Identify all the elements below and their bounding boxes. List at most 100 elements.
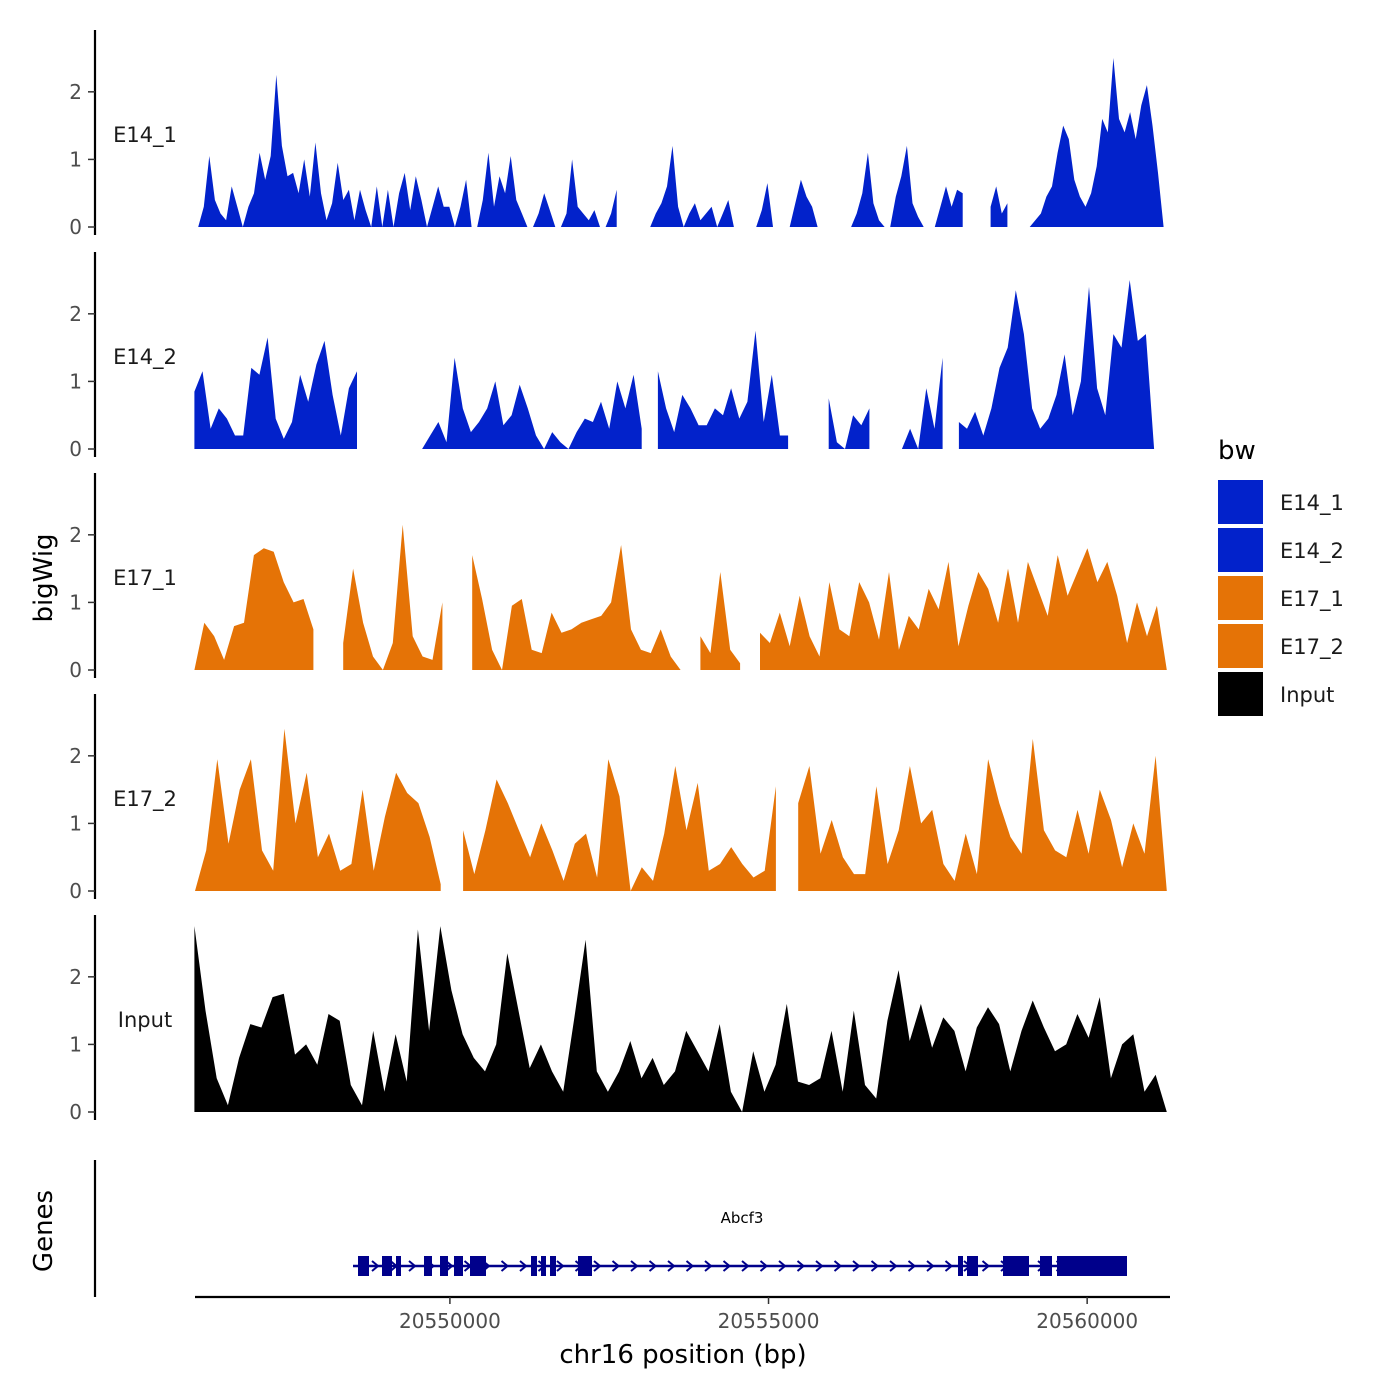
track-label: E14_1 (113, 123, 177, 148)
coverage-area (194, 337, 357, 449)
gene-strand-arrow (593, 1260, 602, 1272)
y-tick-label: 0 (69, 215, 82, 239)
coverage-area (194, 926, 1167, 1112)
coverage-area (472, 545, 681, 670)
gene-strand-arrow (1074, 1260, 1083, 1272)
track-e14-2: 0 1 2 E14_2 (69, 252, 1155, 461)
gene-exon (470, 1256, 486, 1276)
coverage-area (798, 738, 1167, 891)
coverage-area (657, 330, 789, 449)
track-e17-2: 0 1 2 E17_2 (69, 694, 1167, 903)
gene-strand-arrow (574, 1260, 584, 1272)
gene-strand-arrow (815, 1260, 824, 1272)
coverage-area (644, 145, 963, 227)
x-tick-label: 20560000 (1036, 1309, 1138, 1333)
track-label: E17_2 (113, 787, 177, 812)
gene-strand-arrow (1018, 1260, 1028, 1272)
gene-strand-arrow (759, 1260, 769, 1272)
x-tick-label: 20555000 (718, 1309, 820, 1333)
gene-strand-arrow (500, 1260, 510, 1272)
gene-exon (550, 1256, 556, 1276)
gene-strand-arrow (833, 1260, 843, 1272)
gene-exon (454, 1256, 463, 1276)
gene-strand-arrow (611, 1260, 621, 1272)
gene-strand-arrow (1055, 1260, 1065, 1272)
gene-strand-arrow (1000, 1260, 1009, 1272)
legend-label: E14_2 (1280, 539, 1344, 564)
gene-strand-arrow (870, 1260, 880, 1272)
track-label: Input (118, 1008, 172, 1032)
y-tick-label: 0 (69, 1100, 82, 1124)
gene-strand-arrow (907, 1260, 917, 1272)
gene-strand-arrow (408, 1260, 417, 1272)
legend-swatch (1218, 480, 1263, 524)
gene-name: Abcf3 (721, 1209, 764, 1227)
gene-strand-arrow (1111, 1260, 1120, 1272)
legend-swatch (1218, 672, 1263, 716)
y-tick-label: 1 (69, 590, 82, 614)
legend-label: E14_1 (1280, 491, 1344, 516)
gene-strand-arrow (1037, 1260, 1046, 1272)
coverage-area (901, 357, 943, 449)
y-tick-label: 2 (69, 80, 82, 104)
coverage-area (828, 398, 870, 449)
coverage-area (198, 74, 617, 228)
legend-swatch (1218, 624, 1263, 668)
gene-strand-arrow (981, 1260, 991, 1272)
gene-strand-arrow (667, 1260, 676, 1272)
gene-strand-arrow (1092, 1260, 1102, 1272)
gene-exon (958, 1256, 963, 1276)
gene-strand-arrow (889, 1260, 898, 1272)
gene-strand-arrow (482, 1260, 491, 1272)
legend-swatch (1218, 576, 1263, 620)
y-tick-label: 1 (69, 1032, 82, 1056)
gene-exon (424, 1256, 432, 1276)
y-tick-label: 2 (69, 744, 82, 768)
coverage-area (414, 357, 642, 449)
gene-exon (396, 1256, 401, 1276)
coverage-area (760, 548, 1167, 670)
y-tick-label: 0 (69, 879, 82, 903)
gene-strand-arrow (796, 1260, 806, 1272)
gene-strand-arrow (371, 1260, 380, 1272)
gene-strand-arrow (926, 1260, 935, 1272)
tracks: 0 1 2 E14_1 0 1 2 E14_2 0 1 2 E17_1 0 1 2 E17_2 0 1 2 Input (69, 30, 1167, 1124)
coverage-area (194, 548, 314, 670)
legend: bw E14_1 E14_2 E17_1 E17_2 Input (1218, 436, 1344, 716)
gene-exon (1040, 1256, 1052, 1276)
gene-strand-arrow (519, 1260, 528, 1272)
gene-strand-arrow (630, 1260, 639, 1272)
gene-exon (531, 1256, 537, 1276)
y-axis-title: bigWig (29, 533, 59, 622)
gene-strand-arrow (389, 1260, 399, 1272)
gene-exon (1057, 1256, 1127, 1276)
gene-exon (578, 1256, 592, 1276)
y-tick-label: 1 (69, 811, 82, 835)
coverage-area (1024, 58, 1164, 227)
coverage-area (990, 186, 1008, 227)
y-tick-label: 1 (69, 147, 82, 171)
legend-label: E17_2 (1280, 635, 1344, 660)
legend-label: Input (1280, 683, 1334, 707)
track-e17-1: 0 1 2 E17_1 (69, 473, 1167, 682)
genes-panel: Abcf3 (93, 1160, 1127, 1297)
coverage-area (195, 728, 441, 891)
gene-strand-arrow (778, 1260, 787, 1272)
gene-strand-arrow (944, 1260, 954, 1272)
track-label: E14_2 (113, 345, 177, 370)
y-tick-label: 2 (69, 965, 82, 989)
track-label: E17_1 (113, 566, 177, 591)
gene-strand-arrow (537, 1260, 547, 1272)
gene-exon (967, 1256, 978, 1276)
y-tick-label: 2 (69, 302, 82, 326)
x-tick-label: 20550000 (399, 1309, 501, 1333)
gene-exon (382, 1256, 392, 1276)
coverage-area (463, 759, 776, 891)
gene-strand-arrow (648, 1260, 658, 1272)
gene-exon (358, 1256, 369, 1276)
gene-strand-arrow (445, 1260, 454, 1272)
gene-strand-arrow (685, 1260, 695, 1272)
gene-strand-arrow (556, 1260, 565, 1272)
coverage-area (700, 572, 741, 670)
gene-strand-arrow (704, 1260, 713, 1272)
